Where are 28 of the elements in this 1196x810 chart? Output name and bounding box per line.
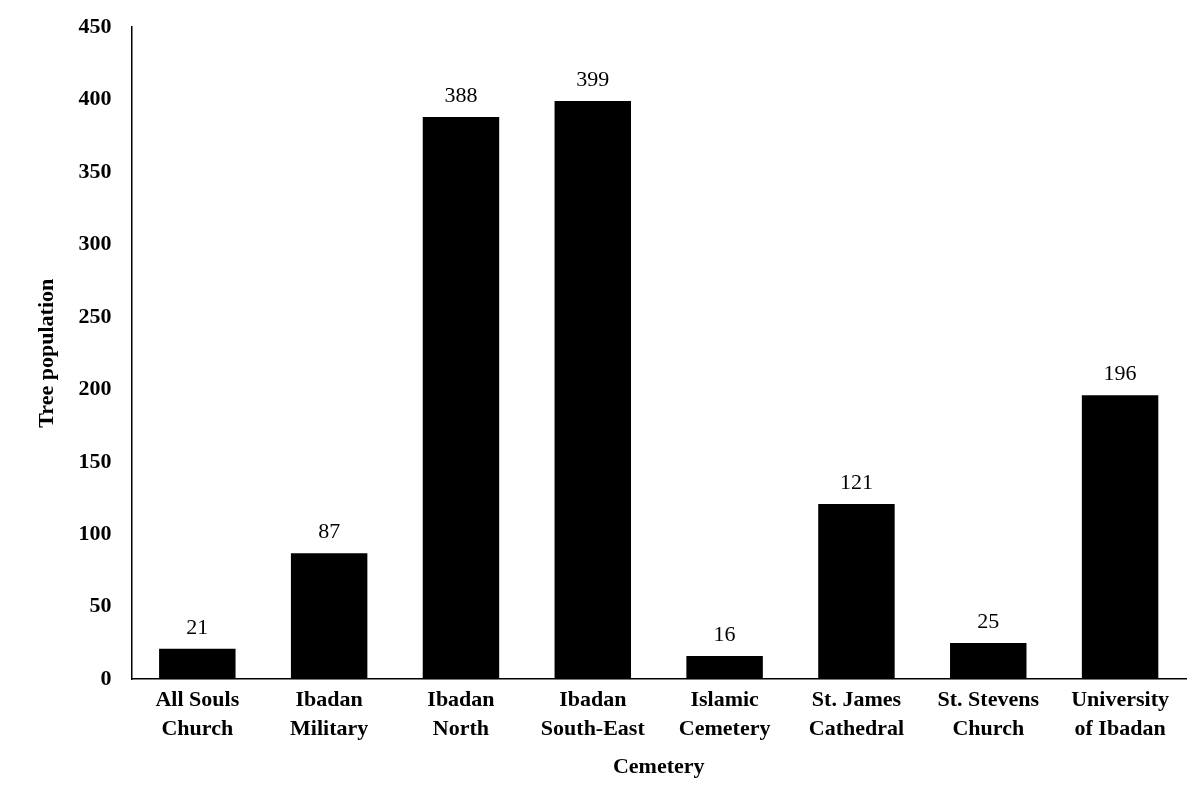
x-tick-label: Ibadan North [427, 685, 495, 741]
x-tick-label: All Souls Church [155, 685, 240, 741]
x-tick-label: University of Ibadan [1071, 685, 1169, 741]
x-tick-label: Ibadan South-East [540, 685, 646, 741]
data-label: 399 [576, 65, 610, 91]
data-label: 25 [977, 607, 1000, 633]
y-axis-title: Tree population [32, 278, 58, 428]
data-label: 87 [318, 517, 341, 543]
x-tick-label: St. James Cathedral [808, 685, 905, 741]
y-tick-label: 350 [78, 157, 112, 183]
data-label: 196 [1103, 360, 1137, 385]
y-tick-label: 250 [78, 302, 112, 328]
x-axis-title: Cemetery [612, 753, 705, 779]
data-label: 388 [444, 81, 478, 107]
data-label: 21 [186, 613, 209, 639]
y-tick-label: 100 [78, 520, 112, 545]
data-label: 121 [839, 468, 873, 494]
data-label: 16 [713, 620, 736, 646]
x-tick-label: St. Stevens Church [937, 685, 1040, 741]
y-tick-label: 200 [78, 375, 112, 401]
x-tick-label: Islamic Cemetery [678, 685, 771, 741]
y-tick-label: 400 [78, 85, 112, 111]
y-tick-label: 450 [78, 12, 112, 38]
y-tick-label: 50 [89, 592, 112, 618]
y-tick-label: 0 [100, 664, 112, 690]
y-tick-label: 150 [78, 447, 112, 473]
x-tick-label: Ibadan Military [290, 685, 369, 741]
y-tick-label: 300 [78, 230, 112, 256]
